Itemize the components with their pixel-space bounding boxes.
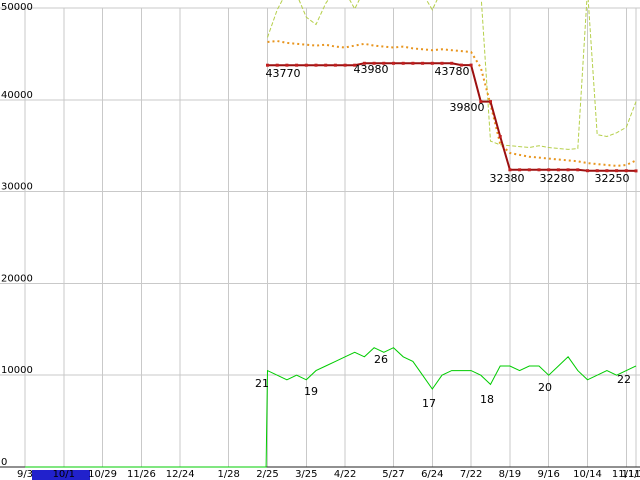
series-lowest-price-marker <box>566 168 570 172</box>
x-axis-tick-label: 2/25 <box>256 469 278 480</box>
series-lowest-price-marker <box>489 100 492 104</box>
x-axis-tick-label: 7/22 <box>460 469 482 480</box>
x-axis-tick-label: 1/28 <box>217 469 239 480</box>
data-label: 39800 <box>450 101 485 114</box>
data-label: 19 <box>304 385 318 398</box>
series-lowest-price-marker <box>382 61 386 65</box>
series-lowest-price-marker <box>576 168 580 172</box>
series-lowest-price-marker <box>430 61 434 65</box>
data-label: 43780 <box>435 65 470 78</box>
x-axis-highlight-bar <box>32 470 90 480</box>
x-axis-tick-label: 9/16 <box>537 469 559 480</box>
series-lowest-price-marker <box>392 61 395 65</box>
data-label: 43980 <box>354 63 389 76</box>
series-lowest-price-marker <box>421 61 425 65</box>
series-lowest-price-marker <box>459 63 463 67</box>
y-axis-tick-label: 50000 <box>1 2 33 13</box>
series-lowest-price-marker <box>401 61 405 65</box>
series-lowest-price-marker <box>586 169 589 173</box>
x-axis-tick-label: 9/3 <box>17 469 33 480</box>
series-store-count-line <box>25 347 637 468</box>
series-lowest-price-marker <box>556 168 560 172</box>
series-lowest-price-marker <box>324 63 328 67</box>
x-axis-tick-label: 6/24 <box>421 469 443 480</box>
series-lowest-price-marker <box>479 100 483 104</box>
x-axis-tick-label: 3/25 <box>295 469 317 480</box>
series-lowest-price-marker <box>498 135 502 138</box>
data-label: 26 <box>374 353 388 366</box>
series-lowest-price-marker <box>333 63 337 67</box>
series-average-price-line <box>267 39 637 167</box>
x-axis-tick-label: 10/14 <box>573 469 602 480</box>
data-label: 32280 <box>540 172 575 185</box>
gridlines <box>0 7 640 467</box>
series-lowest-price-marker <box>634 169 638 173</box>
series-lowest-price-marker <box>547 168 551 172</box>
x-axis-tick-label: 4/22 <box>334 469 356 480</box>
x-axis-tick-label: 12/24 <box>166 469 195 480</box>
y-axis-tick-label: 30000 <box>1 182 33 193</box>
series-lowest-price-marker <box>295 63 299 67</box>
series-lowest-price-marker <box>518 168 522 172</box>
x-axis-tick-label: 10/29 <box>88 469 117 480</box>
y-axis-tick-label: 0 <box>1 457 7 468</box>
x-axis-tick-label: 11/11 <box>612 469 640 480</box>
data-label: 17 <box>422 397 436 410</box>
data-label: 32250 <box>595 172 630 185</box>
series-lowest-price-marker <box>450 61 454 65</box>
x-axis-tick-label: 5/27 <box>382 469 404 480</box>
series-lowest-price-marker <box>304 63 308 67</box>
series-lowest-price-marker <box>353 63 357 67</box>
series-lowest-price-marker <box>624 169 628 173</box>
data-label: 43770 <box>266 67 301 80</box>
series-lowest-price-marker <box>362 61 366 65</box>
series-lowest-price-marker <box>440 61 444 65</box>
x-axis-tick-label: 11/26 <box>127 469 156 480</box>
series-lowest-price-marker <box>508 168 512 172</box>
data-label: 18 <box>480 393 494 406</box>
y-axis-tick-label: 10000 <box>1 365 33 376</box>
x-axis-tick-label: 11/18 <box>622 469 640 480</box>
series-lowest-price-marker <box>615 169 619 173</box>
series-lowest-price-marker <box>343 63 347 67</box>
series-lowest-price-marker <box>595 169 599 173</box>
data-label: 21 <box>255 377 269 390</box>
data-label: 32380 <box>490 172 525 185</box>
y-axis-tick-label: 20000 <box>1 273 33 284</box>
x-axis-tick-label: 10/1 <box>53 469 75 480</box>
series-lowest-price-marker <box>469 63 473 67</box>
y-axis-tick-label: 40000 <box>1 90 33 101</box>
series-lowest-price-marker <box>314 63 318 67</box>
series-lowest-price-marker <box>285 63 289 67</box>
series-lowest-price-marker <box>605 169 609 173</box>
series-lowest-price-marker <box>275 63 279 67</box>
data-label: 20 <box>538 381 552 394</box>
series-lowest-price-line <box>267 62 637 172</box>
series-lowest-price-marker <box>372 61 376 65</box>
series-lowest-price-marker <box>537 168 541 172</box>
data-label: 22 <box>617 373 631 386</box>
series-lowest-price-marker <box>527 168 531 172</box>
series-lowest-price-marker <box>411 61 415 65</box>
series-lowest-price-marker <box>266 63 269 67</box>
x-axis-tick-label: 8/19 <box>499 469 521 480</box>
series-highest-price-line <box>267 0 637 150</box>
